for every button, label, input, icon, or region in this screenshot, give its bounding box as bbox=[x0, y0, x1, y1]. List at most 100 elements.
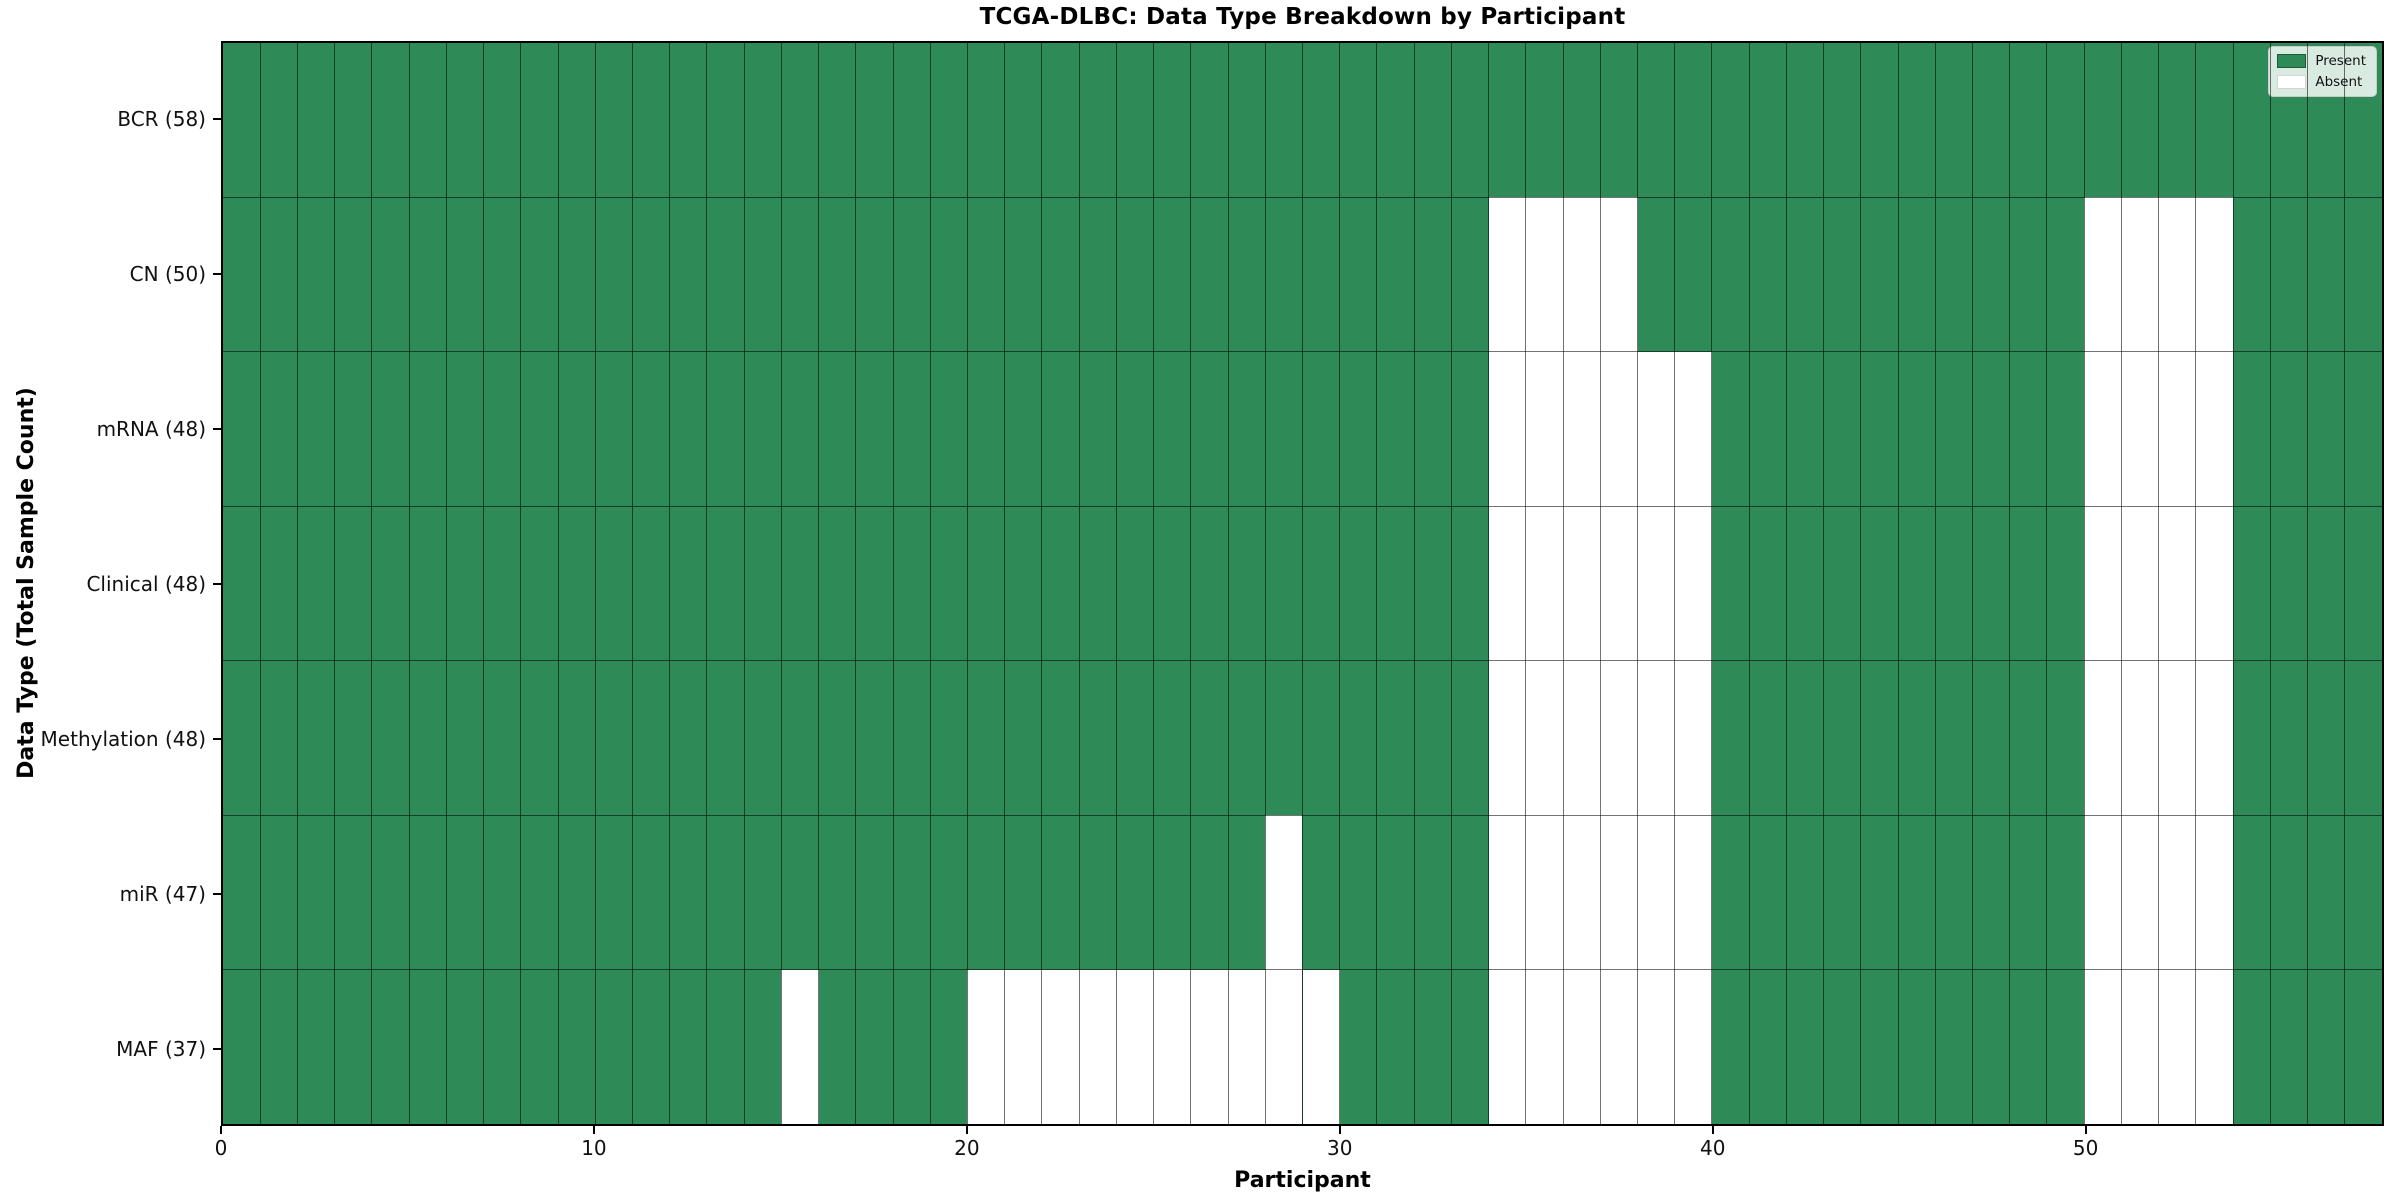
grid-line-vertical bbox=[855, 43, 857, 1124]
absent-cell bbox=[1525, 506, 1564, 661]
grid-line-vertical bbox=[1934, 43, 1936, 1124]
absent-cell bbox=[2195, 660, 2234, 816]
x-tick-label: 20 bbox=[954, 1136, 980, 1160]
y-tick-mark bbox=[213, 427, 221, 430]
grid-line-vertical bbox=[631, 43, 633, 1124]
absent-cell bbox=[1525, 660, 1564, 816]
absent-cell bbox=[1637, 969, 1675, 1124]
absent-cell bbox=[1563, 197, 1601, 352]
grid-line-vertical bbox=[296, 43, 298, 1124]
chart-title: TCGA-DLBC: Data Type Breakdown by Partic… bbox=[979, 4, 1626, 30]
y-tick-mark bbox=[213, 1047, 221, 1050]
absent-cell bbox=[1637, 351, 1675, 507]
absent-cell bbox=[1488, 506, 1526, 661]
absent-cell bbox=[1674, 815, 1712, 970]
grid-line-vertical bbox=[2344, 43, 2346, 1124]
absent-cell bbox=[2084, 660, 2122, 816]
grid-line-vertical bbox=[1339, 43, 1341, 1124]
x-tick-label: 50 bbox=[2072, 1136, 2099, 1160]
absent-cell bbox=[1265, 969, 1303, 1124]
y-tick-label: CN (50) bbox=[129, 261, 206, 286]
absent-cell bbox=[1600, 197, 1638, 352]
grid-line-vertical bbox=[1785, 43, 1787, 1124]
absent-cell bbox=[1674, 969, 1712, 1124]
y-tick-label: Clinical (48) bbox=[86, 571, 206, 596]
absent-cell bbox=[2121, 969, 2159, 1124]
absent-cell bbox=[1637, 660, 1675, 816]
absent-cell bbox=[1525, 969, 1564, 1124]
y-tick-label: MAF (37) bbox=[116, 1036, 206, 1061]
absent-cell bbox=[2195, 969, 2234, 1124]
grid-line-horizontal bbox=[223, 351, 2382, 353]
x-tick-mark bbox=[592, 1126, 595, 1134]
absent-cell bbox=[1525, 815, 1564, 970]
grid-line-vertical bbox=[2307, 43, 2309, 1124]
absent-cell bbox=[1488, 660, 1526, 816]
absent-cell bbox=[1637, 815, 1675, 970]
x-tick-mark bbox=[220, 1126, 222, 1134]
grid-line-horizontal bbox=[223, 814, 2382, 816]
legend-label: Present bbox=[2315, 53, 2366, 69]
absent-cell bbox=[2158, 351, 2196, 507]
grid-line-vertical bbox=[334, 43, 336, 1124]
legend-swatch-absent bbox=[2277, 75, 2307, 89]
x-tick-mark bbox=[1711, 1126, 1714, 1134]
absent-cell bbox=[2084, 969, 2122, 1124]
grid-line-vertical bbox=[1823, 43, 1825, 1124]
grid-line-vertical bbox=[259, 43, 261, 1124]
grid-line-vertical bbox=[483, 43, 485, 1124]
grid-line-vertical bbox=[1227, 43, 1229, 1124]
grid-line-vertical bbox=[2009, 43, 2011, 1124]
grid-line-vertical bbox=[1376, 43, 1378, 1124]
grid-line-horizontal bbox=[223, 196, 2382, 198]
grid-line-vertical bbox=[2269, 43, 2271, 1124]
absent-cell bbox=[1116, 969, 1154, 1124]
absent-cell bbox=[2121, 660, 2159, 816]
absent-cell bbox=[1600, 660, 1638, 816]
absent-cell bbox=[2158, 197, 2196, 352]
x-tick-label: 10 bbox=[581, 1136, 607, 1160]
absent-cell bbox=[2121, 815, 2159, 970]
grid-line-vertical bbox=[520, 43, 522, 1124]
grid-line-vertical bbox=[780, 43, 782, 1124]
grid-line-vertical bbox=[371, 43, 373, 1124]
absent-cell bbox=[2121, 197, 2159, 352]
legend-entry: Absent bbox=[2277, 74, 2366, 90]
grid-line-vertical bbox=[1860, 43, 1862, 1124]
x-tick-label: 30 bbox=[1327, 1136, 1353, 1160]
absent-cell bbox=[1228, 969, 1266, 1124]
absent-cell bbox=[1525, 351, 1564, 507]
absent-cell bbox=[1488, 351, 1526, 507]
legend-label: Absent bbox=[2315, 74, 2363, 90]
absent-cell bbox=[1600, 969, 1638, 1124]
grid-line-vertical bbox=[929, 43, 931, 1124]
grid-line-vertical bbox=[743, 43, 745, 1124]
y-tick-mark bbox=[213, 272, 221, 275]
x-tick-label: 40 bbox=[1699, 1136, 1726, 1160]
grid-line-vertical bbox=[1078, 43, 1080, 1124]
y-tick-mark bbox=[213, 117, 221, 120]
x-tick-mark bbox=[2084, 1126, 2087, 1134]
absent-cell bbox=[1600, 351, 1638, 507]
grid-line-vertical bbox=[706, 43, 708, 1124]
y-tick-mark bbox=[213, 737, 221, 740]
absent-cell bbox=[1563, 506, 1601, 661]
x-axis-label: Participant bbox=[1234, 1168, 1371, 1193]
y-tick-label: mRNA (48) bbox=[96, 416, 206, 441]
absent-cell bbox=[781, 969, 819, 1124]
grid-line-horizontal bbox=[223, 505, 2382, 507]
absent-cell bbox=[2195, 506, 2234, 661]
absent-cell bbox=[1302, 969, 1340, 1124]
grid-line-vertical bbox=[1190, 43, 1192, 1124]
absent-cell bbox=[1153, 969, 1191, 1124]
absent-cell bbox=[1563, 351, 1601, 507]
x-tick-mark bbox=[965, 1126, 968, 1134]
absent-cell bbox=[1004, 969, 1042, 1124]
absent-cell bbox=[1041, 969, 1080, 1124]
absent-cell bbox=[2084, 351, 2122, 507]
x-tick-label: 0 bbox=[214, 1136, 228, 1160]
absent-cell bbox=[2158, 815, 2196, 970]
absent-cell bbox=[2158, 660, 2196, 816]
legend: Present Absent bbox=[2268, 46, 2377, 97]
